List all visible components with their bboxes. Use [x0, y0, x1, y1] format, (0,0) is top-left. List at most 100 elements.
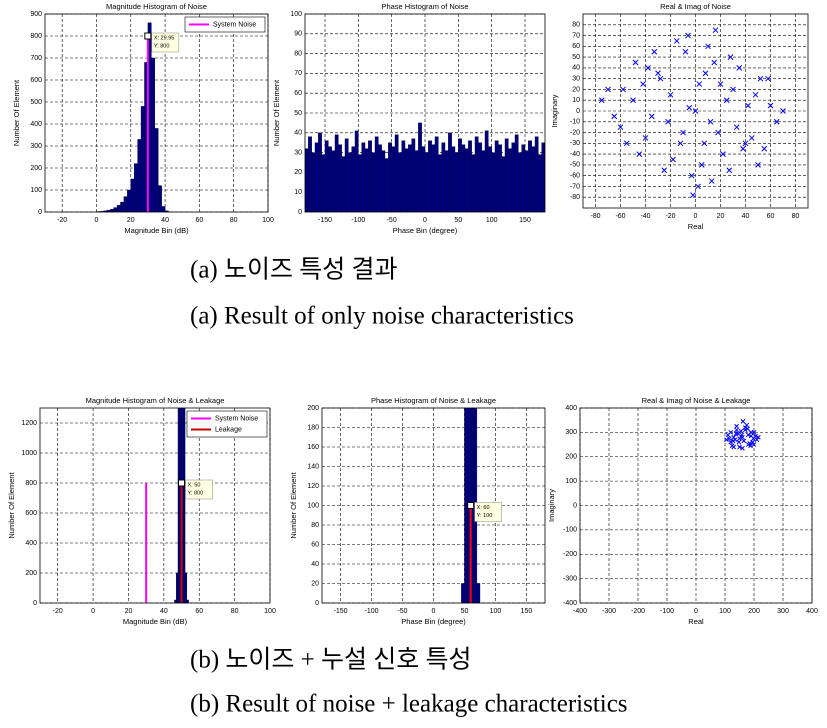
- y-tick-label: 80: [294, 50, 302, 57]
- point: [657, 75, 664, 82]
- datatip-text: Y: 100: [477, 513, 493, 519]
- bar: [344, 138, 349, 212]
- bar: [511, 142, 516, 212]
- y-tick-label: 100: [30, 187, 42, 194]
- y-tick-label: 120: [307, 483, 319, 490]
- point: [636, 151, 643, 157]
- bar: [451, 146, 456, 212]
- point: [736, 439, 742, 445]
- x-tick-label: 0: [423, 217, 427, 224]
- bar: [374, 136, 379, 212]
- bar: [158, 185, 162, 212]
- point: [730, 438, 736, 444]
- y-tick-label: -70: [570, 183, 580, 190]
- y-tick-label: 20: [572, 86, 580, 93]
- point: [740, 445, 745, 451]
- y-tick-label: -400: [563, 600, 577, 607]
- point: [655, 70, 661, 77]
- y-tick-label: 30: [294, 149, 302, 156]
- point: [728, 439, 734, 445]
- point: [736, 65, 743, 71]
- bar: [468, 140, 472, 212]
- chart: Magnitude Histogram of Noise Magnitude Bi…: [12, 2, 274, 235]
- point: [751, 436, 756, 441]
- bar: [133, 163, 138, 212]
- x-tick-label: 0: [91, 608, 95, 615]
- point: [712, 27, 719, 34]
- point: [757, 75, 764, 82]
- x-tick-label: 60: [195, 217, 203, 224]
- bar: [381, 150, 386, 212]
- point: [730, 86, 736, 93]
- bar: [154, 128, 159, 212]
- x-axis-label: Phase Bin (degree): [393, 226, 458, 235]
- y-tick-label: 400: [565, 405, 577, 412]
- x-axis-label: Magnitude Bin (dB): [123, 617, 188, 626]
- bar: [348, 152, 352, 212]
- bar: [384, 158, 389, 212]
- bar: [421, 146, 426, 212]
- x-tick-label: -150: [334, 608, 348, 615]
- bar: [378, 144, 382, 212]
- y-axis-label: Imaginary: [547, 489, 556, 522]
- bar: [434, 136, 439, 212]
- bar: [123, 196, 128, 212]
- point: [741, 438, 747, 444]
- bar: [424, 152, 429, 212]
- legend-label: Leakage: [215, 426, 242, 433]
- x-tick-label: -50: [387, 217, 397, 224]
- bar: [394, 134, 399, 212]
- point: [705, 43, 711, 50]
- point: [715, 129, 721, 136]
- y-tick-label: 200: [307, 405, 319, 412]
- y-tick-label: 200: [30, 165, 42, 172]
- point: [708, 178, 715, 184]
- y-tick-label: 1200: [21, 420, 37, 427]
- x-tick-label: 300: [777, 608, 789, 615]
- bar: [481, 150, 486, 212]
- y-tick-label: 600: [30, 77, 42, 84]
- point: [623, 140, 630, 147]
- bar: [474, 136, 479, 212]
- y-tick-label: 500: [30, 99, 42, 106]
- y-tick-label: 180: [307, 424, 319, 431]
- x-tick-label: 50: [454, 217, 462, 224]
- bar: [408, 144, 412, 212]
- y-axis-label: Number Of Element: [12, 79, 21, 146]
- y-tick-label: 100: [565, 478, 577, 485]
- y-axis-label: Number Of Element: [289, 471, 298, 538]
- y-tick-label: -100: [563, 527, 577, 534]
- y-tick-label: -40: [570, 151, 580, 158]
- bar: [401, 140, 406, 212]
- bar: [454, 152, 459, 212]
- datatip-text: Y: 800: [188, 490, 204, 496]
- bar: [305, 148, 309, 212]
- point: [632, 59, 639, 66]
- bar: [334, 134, 339, 212]
- x-tick-label: 20: [717, 213, 725, 220]
- point: [711, 59, 718, 66]
- legend-label: System Noise: [213, 21, 256, 28]
- point: [731, 444, 737, 450]
- y-tick-label: 100: [290, 11, 302, 18]
- bar: [371, 152, 376, 212]
- y-tick-label: -300: [563, 575, 577, 582]
- datatip-marker: [467, 502, 475, 509]
- bar: [328, 146, 332, 212]
- y-tick-label: 80: [311, 522, 319, 529]
- bar: [364, 148, 369, 212]
- y-tick-label: 300: [565, 429, 577, 436]
- point: [724, 437, 729, 443]
- point: [640, 81, 646, 87]
- point: [695, 183, 701, 190]
- bar: [113, 207, 118, 212]
- y-tick-label: 400: [30, 121, 42, 128]
- point: [742, 140, 749, 147]
- point: [773, 118, 780, 125]
- bar: [478, 142, 482, 212]
- x-tick-label: -20: [665, 213, 675, 220]
- bar: [538, 154, 542, 212]
- legend-label: System Noise: [215, 415, 258, 422]
- bar: [438, 154, 442, 212]
- bar: [528, 140, 532, 212]
